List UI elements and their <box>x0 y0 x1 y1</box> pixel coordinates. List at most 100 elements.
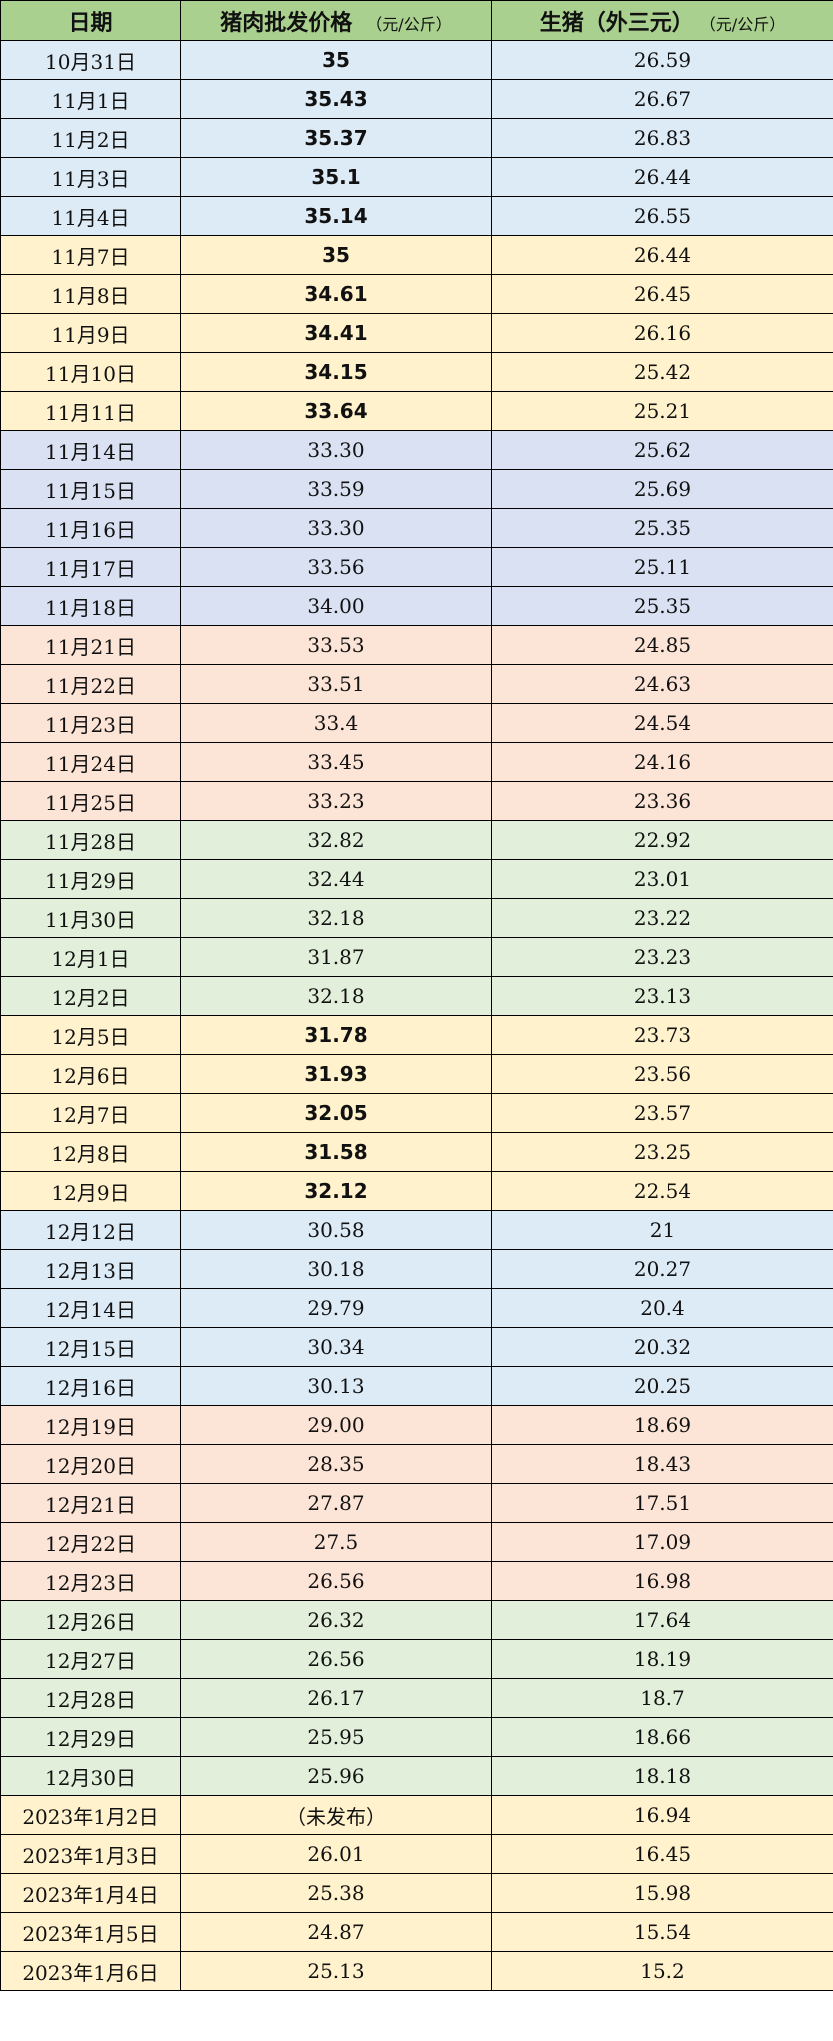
pork-price-cell: 33.4 <box>180 703 492 743</box>
table-row: 11月4日 35.14 26.55 <box>0 196 833 236</box>
table-row: 11月7日 35 26.44 <box>0 235 833 275</box>
table-row: 11月17日 33.56 25.11 <box>0 547 833 587</box>
pork-price-cell: 33.45 <box>180 742 492 782</box>
hog-price-cell: 26.55 <box>491 196 833 236</box>
date-cell: 11月8日 <box>0 274 181 314</box>
pork-price-cell: 33.64 <box>180 391 492 431</box>
hog-price-cell: 25.35 <box>491 508 833 548</box>
pork-price-cell: 34.61 <box>180 274 492 314</box>
date-cell: 12月1日 <box>0 937 181 977</box>
table-row: 11月21日 33.53 24.85 <box>0 625 833 665</box>
pork-price-cell: 30.18 <box>180 1249 492 1289</box>
table-row: 2023年1月3日 26.01 16.45 <box>0 1834 833 1874</box>
table-row: 12月22日 27.5 17.09 <box>0 1522 833 1562</box>
hog-price-cell: 17.51 <box>491 1483 833 1523</box>
table-row: 11月22日 33.51 24.63 <box>0 664 833 704</box>
pork-price-cell: 33.30 <box>180 508 492 548</box>
date-cell: 11月15日 <box>0 469 181 509</box>
date-cell: 11月17日 <box>0 547 181 587</box>
hog-price-cell: 26.83 <box>491 118 833 158</box>
hog-price-cell: 25.62 <box>491 430 833 470</box>
date-cell: 12月20日 <box>0 1444 181 1484</box>
table-row: 12月19日 29.00 18.69 <box>0 1405 833 1445</box>
hog-price-cell: 22.54 <box>491 1171 833 1211</box>
date-cell: 11月3日 <box>0 157 181 197</box>
pork-price-cell: 30.13 <box>180 1366 492 1406</box>
date-cell: 11月10日 <box>0 352 181 392</box>
date-cell: 11月30日 <box>0 898 181 938</box>
date-cell: 12月13日 <box>0 1249 181 1289</box>
pork-price-cell: 34.15 <box>180 352 492 392</box>
hog-price-cell: 18.19 <box>491 1639 833 1679</box>
date-cell: 12月8日 <box>0 1132 181 1172</box>
pork-price-cell: 29.79 <box>180 1288 492 1328</box>
date-cell: 12月15日 <box>0 1327 181 1367</box>
hog-price-cell: 25.42 <box>491 352 833 392</box>
hog-price-cell: 24.63 <box>491 664 833 704</box>
hog-price-cell: 25.11 <box>491 547 833 587</box>
pork-price-cell: 28.35 <box>180 1444 492 1484</box>
date-cell: 12月22日 <box>0 1522 181 1562</box>
table-row: 12月8日 31.58 23.25 <box>0 1132 833 1172</box>
table-row: 11月16日 33.30 25.35 <box>0 508 833 548</box>
table-row: 11月9日 34.41 26.16 <box>0 313 833 353</box>
table-row: 11月10日 34.15 25.42 <box>0 352 833 392</box>
table-row: 11月23日 33.4 24.54 <box>0 703 833 743</box>
pork-price-cell: 32.44 <box>180 859 492 899</box>
pork-price-cell: 25.96 <box>180 1756 492 1796</box>
hog-price-cell: 23.01 <box>491 859 833 899</box>
table-row: 11月30日 32.18 23.22 <box>0 898 833 938</box>
header-pork-price: 猪肉批发价格 （元/公斤） <box>180 0 492 41</box>
date-cell: 12月2日 <box>0 976 181 1016</box>
header-hog-unit: （元/公斤） <box>707 14 786 34</box>
table-row: 12月29日 25.95 18.66 <box>0 1717 833 1757</box>
table-row: 11月3日 35.1 26.44 <box>0 157 833 197</box>
table-row: 12月1日 31.87 23.23 <box>0 937 833 977</box>
table-row: 12月6日 31.93 23.56 <box>0 1054 833 1094</box>
hog-price-cell: 26.44 <box>491 235 833 275</box>
hog-price-cell: 18.7 <box>491 1678 833 1718</box>
date-cell: 11月2日 <box>0 118 181 158</box>
date-cell: 12月27日 <box>0 1639 181 1679</box>
pork-price-cell: 32.82 <box>180 820 492 860</box>
hog-price-cell: 17.09 <box>491 1522 833 1562</box>
table-row: 12月26日 26.32 17.64 <box>0 1600 833 1640</box>
date-cell: 12月9日 <box>0 1171 181 1211</box>
header-pork-label: 猪肉批发价格 <box>220 10 353 36</box>
date-cell: 2023年1月4日 <box>0 1873 181 1913</box>
table-row: 11月29日 32.44 23.01 <box>0 859 833 899</box>
date-cell: 12月26日 <box>0 1600 181 1640</box>
table-row: 2023年1月6日 25.13 15.2 <box>0 1951 833 1991</box>
pork-price-cell: 35.14 <box>180 196 492 236</box>
pork-price-cell: 29.00 <box>180 1405 492 1445</box>
hog-price-cell: 26.67 <box>491 79 833 119</box>
table-row: 12月2日 32.18 23.13 <box>0 976 833 1016</box>
hog-price-cell: 23.56 <box>491 1054 833 1094</box>
hog-price-cell: 26.44 <box>491 157 833 197</box>
pork-price-cell: 25.38 <box>180 1873 492 1913</box>
date-cell: 11月7日 <box>0 235 181 275</box>
pork-price-cell: 33.56 <box>180 547 492 587</box>
pork-price-cell: 26.56 <box>180 1639 492 1679</box>
table-row: 12月20日 28.35 18.43 <box>0 1444 833 1484</box>
pork-price-cell: 27.87 <box>180 1483 492 1523</box>
pork-price-cell: 31.58 <box>180 1132 492 1172</box>
pork-price-cell: 31.93 <box>180 1054 492 1094</box>
pork-price-cell: 30.58 <box>180 1210 492 1250</box>
pork-price-cell: 35.37 <box>180 118 492 158</box>
header-hog-price: 生猪（外三元） （元/公斤） <box>491 0 833 41</box>
date-cell: 11月14日 <box>0 430 181 470</box>
table-row: 12月21日 27.87 17.51 <box>0 1483 833 1523</box>
pork-price-cell: 35.43 <box>180 79 492 119</box>
table-row: 12月30日 25.96 18.18 <box>0 1756 833 1796</box>
table-row: 10月31日 35 26.59 <box>0 40 833 80</box>
table-row: 2023年1月2日 （未发布） 16.94 <box>0 1795 833 1835</box>
table-row: 11月11日 33.64 25.21 <box>0 391 833 431</box>
table-row: 11月24日 33.45 24.16 <box>0 742 833 782</box>
date-cell: 2023年1月2日 <box>0 1795 181 1835</box>
hog-price-cell: 26.59 <box>491 40 833 80</box>
pork-price-cell: 34.00 <box>180 586 492 626</box>
pork-price-cell: 26.56 <box>180 1561 492 1601</box>
date-cell: 12月23日 <box>0 1561 181 1601</box>
pork-price-cell: 27.5 <box>180 1522 492 1562</box>
